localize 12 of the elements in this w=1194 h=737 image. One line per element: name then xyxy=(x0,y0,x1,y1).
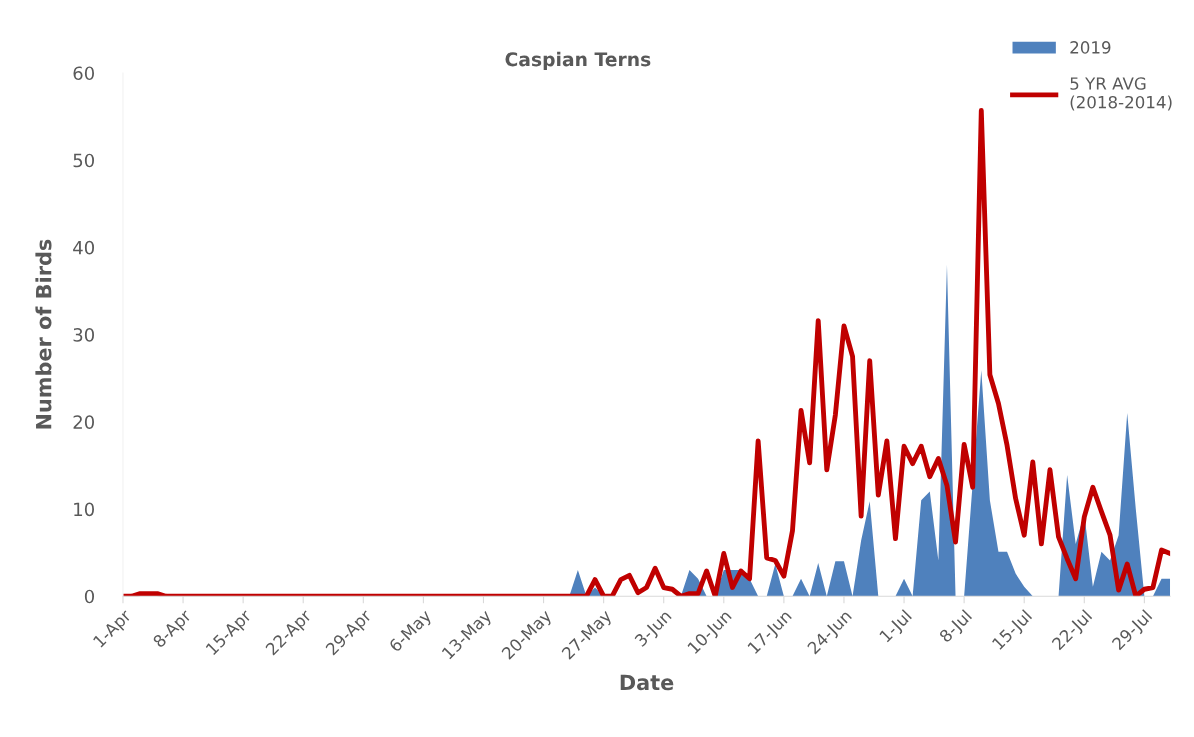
y-tick-label: 0 xyxy=(84,589,95,604)
x-axis-title: Date xyxy=(620,674,674,691)
legend-label: 5 YR AVG (2018-2014) xyxy=(1070,77,1172,111)
y-tick-label: 50 xyxy=(73,153,94,168)
legend-label: 2019 xyxy=(1070,41,1111,54)
y-tick-label: 40 xyxy=(73,240,94,255)
y-tick-label: 30 xyxy=(73,328,94,342)
y-axis-title: Number of Birds xyxy=(35,239,52,429)
y-tick-label: 10 xyxy=(74,502,94,517)
y-tick-label: 60 xyxy=(73,66,94,81)
chart-title: Caspian Terns xyxy=(505,51,651,71)
y-tick-label: 20 xyxy=(73,415,94,429)
